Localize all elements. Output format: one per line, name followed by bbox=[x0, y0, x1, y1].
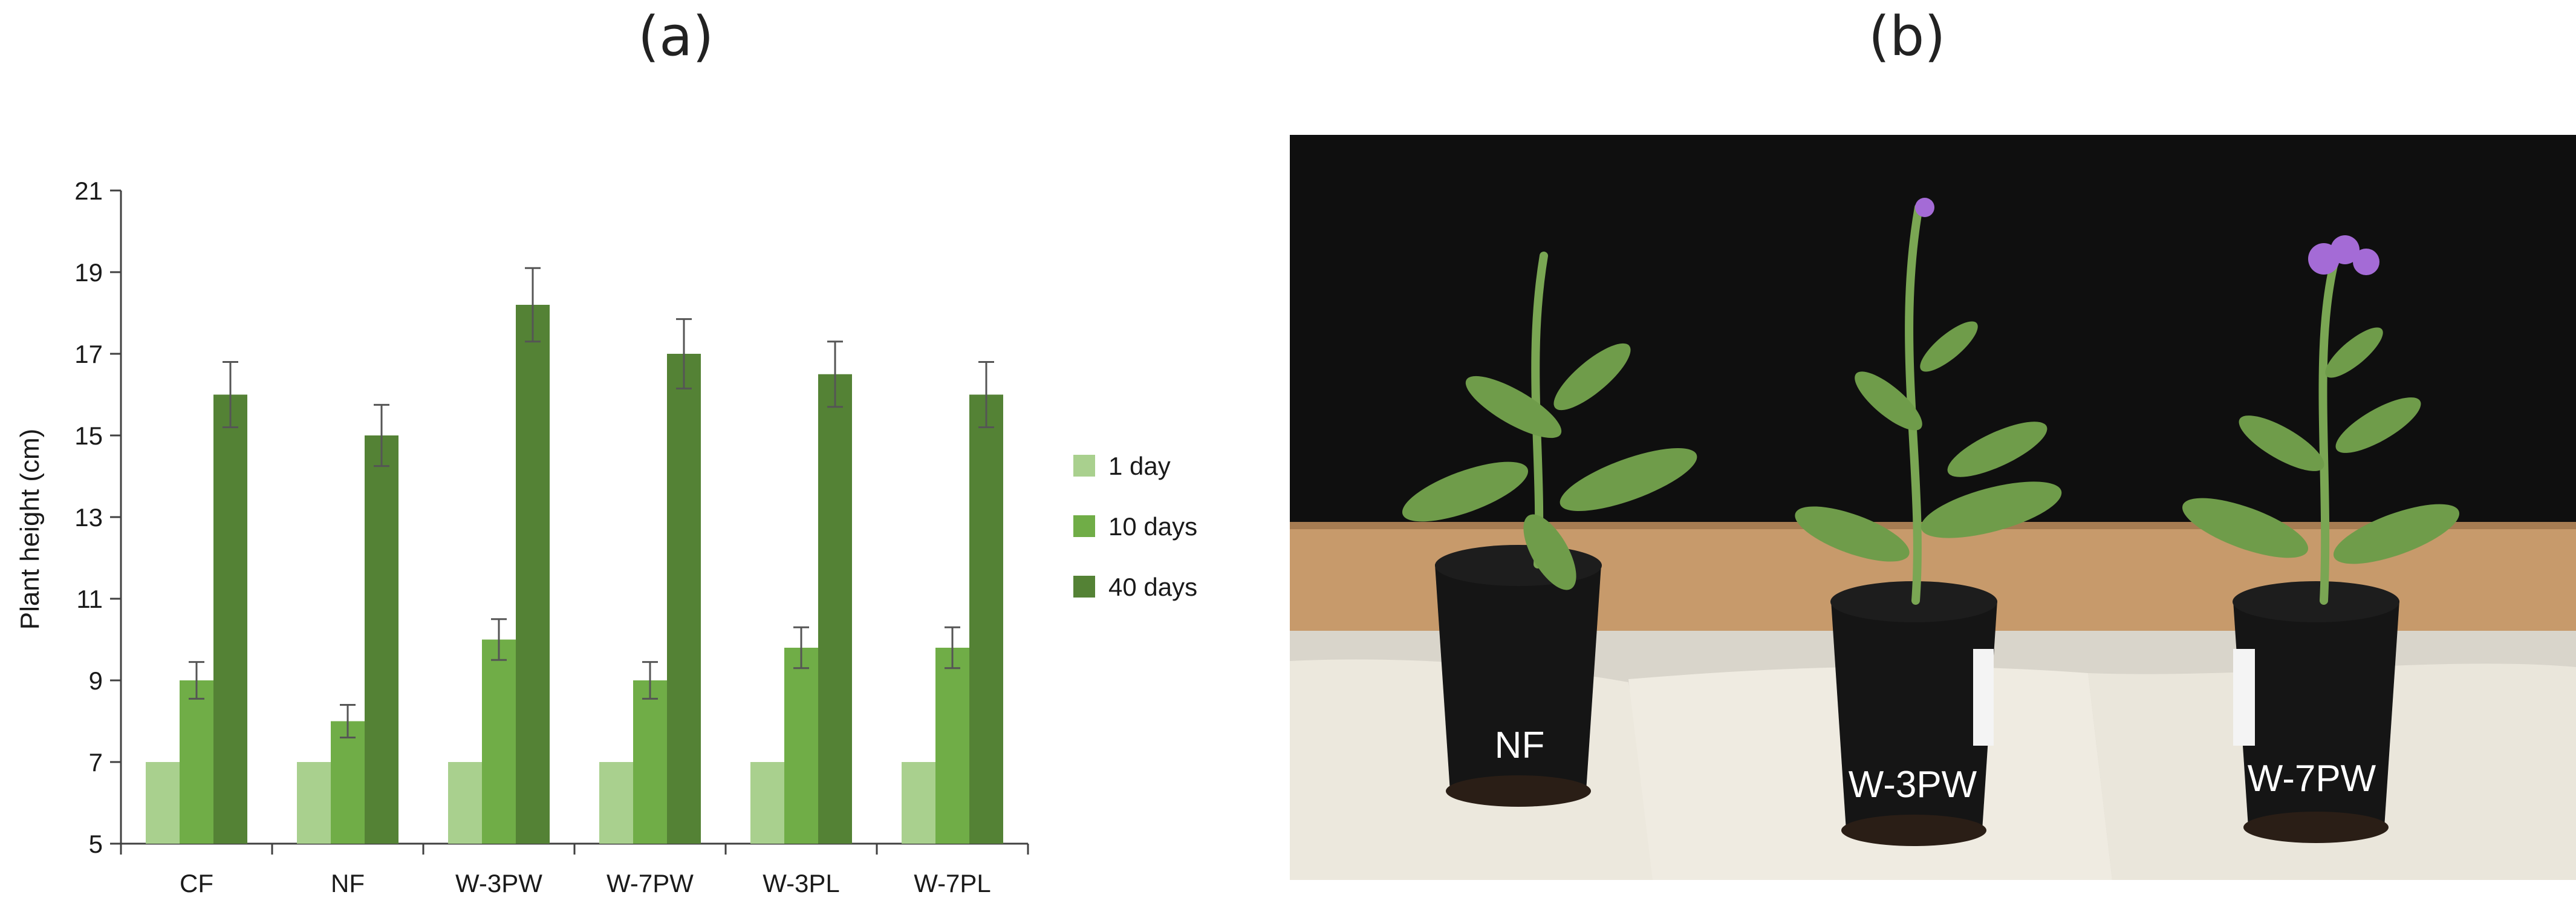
y-axis: 5 7 9 11 13 15 17 19 21 bbox=[74, 177, 122, 858]
bar-1-day-CF bbox=[146, 762, 180, 844]
x-tick-label: W-3PW bbox=[455, 869, 542, 897]
bar-1-day-W-7PL bbox=[902, 762, 935, 844]
bars bbox=[146, 267, 1003, 844]
x-tick-label: W-7PW bbox=[607, 869, 694, 897]
pot-label-w3pw: W-3PW bbox=[1849, 764, 1977, 806]
y-tick-label: 5 bbox=[89, 830, 103, 858]
x-tick-label: W-7PL bbox=[914, 869, 991, 897]
bar-40-days-W-3PL bbox=[818, 374, 852, 844]
x-tick-label: NF bbox=[331, 869, 365, 897]
y-tick-label: 9 bbox=[89, 666, 103, 695]
plant-leaves bbox=[1402, 321, 2460, 590]
pot-label-w7pw: W-7PW bbox=[2248, 758, 2376, 800]
pot-label-nf: NF bbox=[1495, 725, 1545, 766]
bar-chart: 5 7 9 11 13 15 17 19 21 CF NF W-3PW W-7PW W-3PL W-7PL… bbox=[15, 177, 1197, 897]
legend-label: 10 days bbox=[1108, 512, 1197, 541]
pot-nf bbox=[1435, 545, 1602, 807]
y-tick-label: 21 bbox=[74, 177, 103, 205]
bar-1-day-W-7PW bbox=[599, 762, 633, 844]
y-tick-label: 19 bbox=[74, 258, 103, 287]
bar-10-days-CF bbox=[180, 680, 213, 844]
panel-a-label: (a) bbox=[638, 5, 714, 68]
y-tick-label: 7 bbox=[89, 748, 103, 777]
bar-10-days-W-3PW bbox=[482, 639, 516, 844]
panel-b-label: (b) bbox=[1869, 5, 1946, 68]
bar-1-day-NF bbox=[297, 762, 331, 844]
bar-10-days-NF bbox=[331, 721, 365, 844]
x-tick-label: CF bbox=[180, 869, 213, 897]
purple-flowers bbox=[1915, 198, 2379, 275]
legend: 1 day 10 days 40 days bbox=[1073, 452, 1197, 601]
y-axis-title: Plant height (cm) bbox=[15, 429, 45, 630]
legend-label: 40 days bbox=[1108, 573, 1197, 601]
y-tick-label: 15 bbox=[74, 422, 103, 450]
pot-w7pw bbox=[2233, 581, 2399, 843]
pot-labels: NF W-3PW W-7PW bbox=[1495, 725, 2376, 806]
bar-10-days-W-7PW bbox=[633, 680, 667, 844]
legend-label: 1 day bbox=[1108, 452, 1171, 480]
legend-swatch-1-day bbox=[1073, 455, 1095, 477]
x-tick-label: W-3PL bbox=[763, 869, 840, 897]
legend-swatch-40-days bbox=[1073, 576, 1095, 598]
bar-10-days-W-3PL bbox=[784, 648, 818, 844]
bar-40-days-CF bbox=[213, 394, 247, 844]
y-tick-label: 13 bbox=[74, 503, 103, 532]
bar-40-days-NF bbox=[365, 435, 398, 844]
bar-40-days-W-7PW bbox=[667, 354, 701, 844]
bar-40-days-W-7PL bbox=[969, 394, 1003, 844]
bar-1-day-W-3PW bbox=[448, 762, 482, 844]
bar-1-day-W-3PL bbox=[750, 762, 784, 844]
bar-10-days-W-7PL bbox=[935, 648, 969, 844]
bar-40-days-W-3PW bbox=[516, 305, 550, 844]
pot-w3pw bbox=[1830, 581, 1997, 846]
x-axis: CF NF W-3PW W-7PW W-3PL W-7PL bbox=[120, 842, 1029, 897]
y-tick-label: 17 bbox=[74, 340, 103, 368]
plant-photo: NF W-3PW W-7PW bbox=[1290, 135, 2576, 880]
legend-swatch-10-days bbox=[1073, 515, 1095, 537]
y-tick-label: 11 bbox=[76, 585, 103, 613]
